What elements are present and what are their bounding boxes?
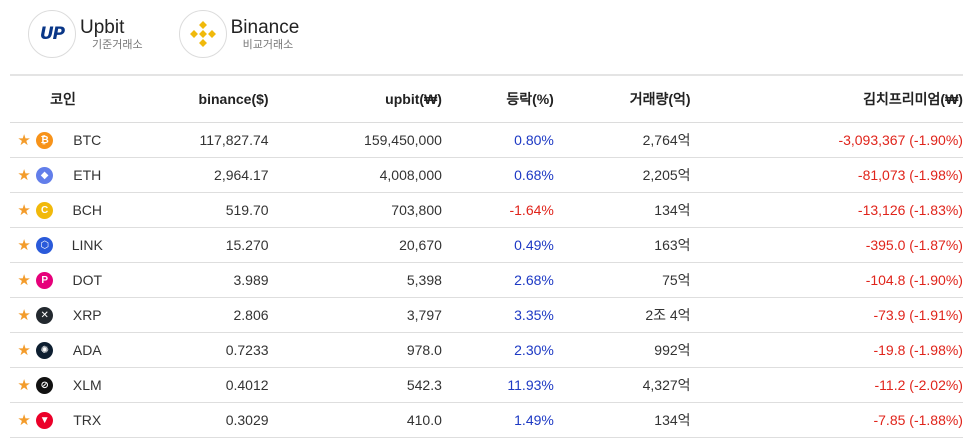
upbit-price: 542.3	[406, 377, 442, 393]
favorite-star-icon[interactable]: ★	[17, 132, 31, 149]
trx-icon: ▼	[36, 411, 54, 429]
table-row[interactable]: ★ P DOT 3.989 5,398 2.68% 75억 -104.8 (-1.90%)	[10, 263, 963, 298]
trade-volume: 163억	[654, 237, 691, 253]
link-icon: ⬡	[36, 236, 54, 254]
upbit-price: 5,398	[406, 272, 442, 288]
table-body: ★ ₿ BTC 117,827.74 159,450,000 0.80% 2,764억 -3,…	[10, 123, 963, 438]
binance-price: 3.989	[233, 272, 269, 288]
kimchi-premium: -395.0 (-1.87%)	[865, 237, 963, 253]
header-change[interactable]: 등락(%)	[506, 91, 554, 107]
xlm-icon: ⊘	[36, 376, 54, 394]
header-premium[interactable]: 김치프리미엄(₩)	[863, 91, 963, 107]
exchange-role: 비교거래소	[242, 38, 294, 51]
change-percent: 0.68%	[514, 167, 554, 183]
binance-price: 519.70	[225, 202, 269, 218]
bch-icon: C	[36, 201, 54, 219]
table-row[interactable]: ★ ₿ BTC 117,827.74 159,450,000 0.80% 2,764억 -3,…	[10, 123, 963, 158]
coin-symbol: ETH	[73, 167, 102, 183]
coin-symbol: XLM	[72, 377, 102, 393]
coin-symbol: TRX	[73, 412, 102, 428]
upbit-logo: UP	[28, 10, 76, 58]
change-percent: -1.64%	[509, 202, 554, 218]
trade-volume: 992억	[654, 342, 691, 358]
coin-symbol: XRP	[72, 307, 102, 323]
header-coin[interactable]: 코인	[50, 91, 76, 107]
table-row[interactable]: ★ ▼ TRX 0.3029 410.0 1.49% 134억 -7.85 (-1.88%)	[10, 403, 963, 438]
header-binance[interactable]: binance($)	[198, 91, 269, 107]
kimchi-premium: -73.9 (-1.91%)	[873, 307, 963, 323]
change-percent: 1.49%	[514, 412, 554, 428]
exchange-selector: UP Upbit 기준거래소 Binance 비교거래소	[28, 8, 335, 60]
upbit-price: 4,008,000	[379, 167, 442, 183]
upbit-price: 703,800	[391, 202, 442, 218]
favorite-star-icon[interactable]: ★	[17, 342, 31, 359]
upbit-price: 410.0	[406, 412, 442, 428]
change-percent: 3.35%	[514, 307, 554, 323]
favorite-star-icon[interactable]: ★	[17, 237, 31, 254]
eth-icon: ◆	[36, 166, 54, 184]
change-percent: 2.68%	[514, 272, 554, 288]
binance-logo	[178, 10, 227, 58]
table-row[interactable]: ★ ⬡ LINK 15.270 20,670 0.49% 163억 -395.0 (-1.87…	[10, 228, 963, 263]
table-row[interactable]: ★ C BCH 519.70 703,800 -1.64% 134억 -13,126 (-1.…	[10, 193, 963, 228]
kimchi-premium: -13,126 (-1.83%)	[857, 202, 963, 218]
kimchi-premium: -7.85 (-1.88%)	[873, 412, 963, 428]
exchange-name: Upbit	[80, 16, 125, 38]
coin-symbol: DOT	[72, 272, 103, 288]
binance-price: 0.4012	[225, 377, 269, 393]
kimchi-premium: -104.8 (-1.90%)	[865, 272, 963, 288]
coin-symbol: BTC	[73, 132, 102, 148]
binance-price: 0.7233	[225, 342, 269, 358]
xrp-icon: ✕	[36, 306, 54, 324]
table-row[interactable]: ★ ✺ ADA 0.7233 978.0 2.30% 992억 -19.8 (-1.98%)	[10, 333, 963, 368]
favorite-star-icon[interactable]: ★	[17, 167, 31, 184]
upbit-price: 20,670	[399, 237, 442, 253]
upbit-price: 3,797	[406, 307, 442, 323]
kimchi-premium: -19.8 (-1.98%)	[873, 342, 963, 358]
dot-icon: P	[36, 271, 54, 289]
kimchi-premium: -3,093,367 (-1.90%)	[838, 132, 963, 148]
trade-volume: 134억	[654, 202, 691, 218]
trade-volume: 134억	[654, 412, 691, 428]
change-percent: 2.30%	[514, 342, 554, 358]
header-upbit[interactable]: upbit(₩)	[385, 91, 442, 107]
kimchi-premium: -11.2 (-2.02%)	[874, 377, 963, 393]
trade-volume: 4,327억	[642, 377, 691, 393]
table-header: 코인 binance($) upbit(₩) 등락(%) 거래량(억) 김치프리…	[10, 74, 963, 123]
change-percent: 0.80%	[514, 132, 554, 148]
favorite-star-icon[interactable]: ★	[17, 202, 31, 219]
exchange-role: 기준거래소	[92, 38, 143, 51]
change-percent: 11.93%	[507, 377, 554, 393]
table-row[interactable]: ★ ✕ XRP 2.806 3,797 3.35% 2조 4억 -73.9 (-1.91%)	[10, 298, 963, 333]
binance-price: 117,827.74	[199, 132, 269, 148]
kimchi-premium: -81,073 (-1.98%)	[857, 167, 963, 183]
btc-icon: ₿	[36, 131, 54, 149]
upbit-price: 159,450,000	[364, 132, 442, 148]
favorite-star-icon[interactable]: ★	[17, 272, 31, 289]
exchange-binance[interactable]: Binance 비교거래소	[178, 8, 300, 60]
favorite-star-icon[interactable]: ★	[17, 307, 31, 324]
coin-symbol: ADA	[72, 342, 102, 358]
table-row[interactable]: ★ ⊘ XLM 0.4012 542.3 11.93% 4,327억 -11.2 (-2.02…	[10, 368, 963, 403]
header-volume[interactable]: 거래량(억)	[629, 91, 691, 107]
binance-price: 15.270	[225, 237, 269, 253]
exchange-name: Binance	[230, 16, 300, 38]
coin-symbol: LINK	[71, 237, 103, 253]
binance-price: 2.806	[233, 307, 269, 323]
trade-volume: 2,764억	[642, 132, 691, 148]
kimchi-premium-table: 코인 binance($) upbit(₩) 등락(%) 거래량(억) 김치프리…	[10, 74, 963, 438]
favorite-star-icon[interactable]: ★	[17, 377, 31, 394]
binance-price: 2,964.17	[214, 167, 269, 183]
binance-price: 0.3029	[225, 412, 269, 428]
trade-volume: 75억	[662, 272, 691, 288]
table-row[interactable]: ★ ◆ ETH 2,964.17 4,008,000 0.68% 2,205억 -81,073…	[10, 158, 963, 193]
trade-volume: 2,205억	[642, 167, 691, 183]
exchange-upbit[interactable]: UP Upbit 기준거래소	[28, 8, 143, 60]
favorite-star-icon[interactable]: ★	[17, 412, 31, 429]
ada-icon: ✺	[36, 341, 54, 359]
upbit-price: 978.0	[406, 342, 442, 358]
change-percent: 0.49%	[514, 237, 554, 253]
coin-symbol: BCH	[72, 202, 103, 218]
trade-volume: 2조 4억	[645, 307, 691, 323]
